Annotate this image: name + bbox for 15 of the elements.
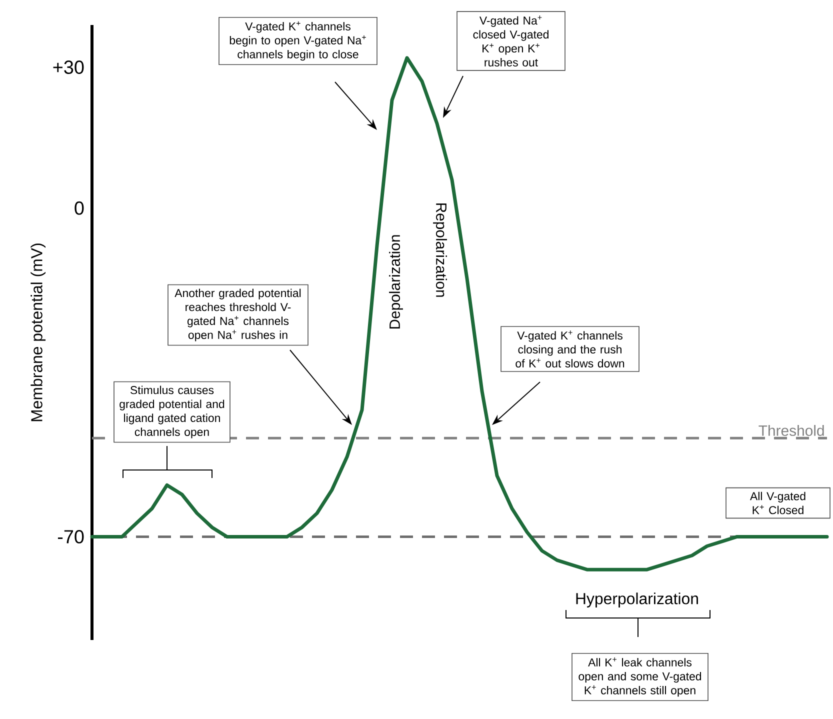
y-tick-label: -70	[58, 530, 84, 544]
annotation: V-gated K$^{+}$ channels closing and the rush of K$^{+}$ out slows down	[516, 330, 624, 368]
annotation: Hyperpolarization	[576, 592, 698, 608]
annotation: Repolarization	[433, 203, 447, 297]
text: V-gated Na$^{+}$ closed V-gated K$^{+}$ open K$^{+}$ rushes out	[473, 16, 548, 66]
y-tick-label: 0	[74, 201, 84, 215]
y-axis-title: Membrane potential (mV)	[30, 244, 46, 422]
y-tick-label: +30	[53, 60, 84, 74]
annotation: All V-gated K$^{+}$ Closed	[750, 492, 806, 514]
annotation: Stimulus causes graded potential and ligand gated cation channels open	[120, 386, 224, 438]
text: All K$^{+}$ leak channels open and some V-gated K$^{+}$ channels still open	[578, 657, 702, 697]
ref-line-label: Threshold	[758, 424, 824, 436]
annotation: Depolarization	[389, 235, 403, 329]
annotation: Another graded potential reaches threshold V-gated Na$^{+}$ channels open Na$^{+}$ rushes in	[174, 288, 301, 342]
text: V-gated K$^{+}$ channels begin to open V-gated Na$^{+}$ channels begin to close	[230, 21, 366, 61]
